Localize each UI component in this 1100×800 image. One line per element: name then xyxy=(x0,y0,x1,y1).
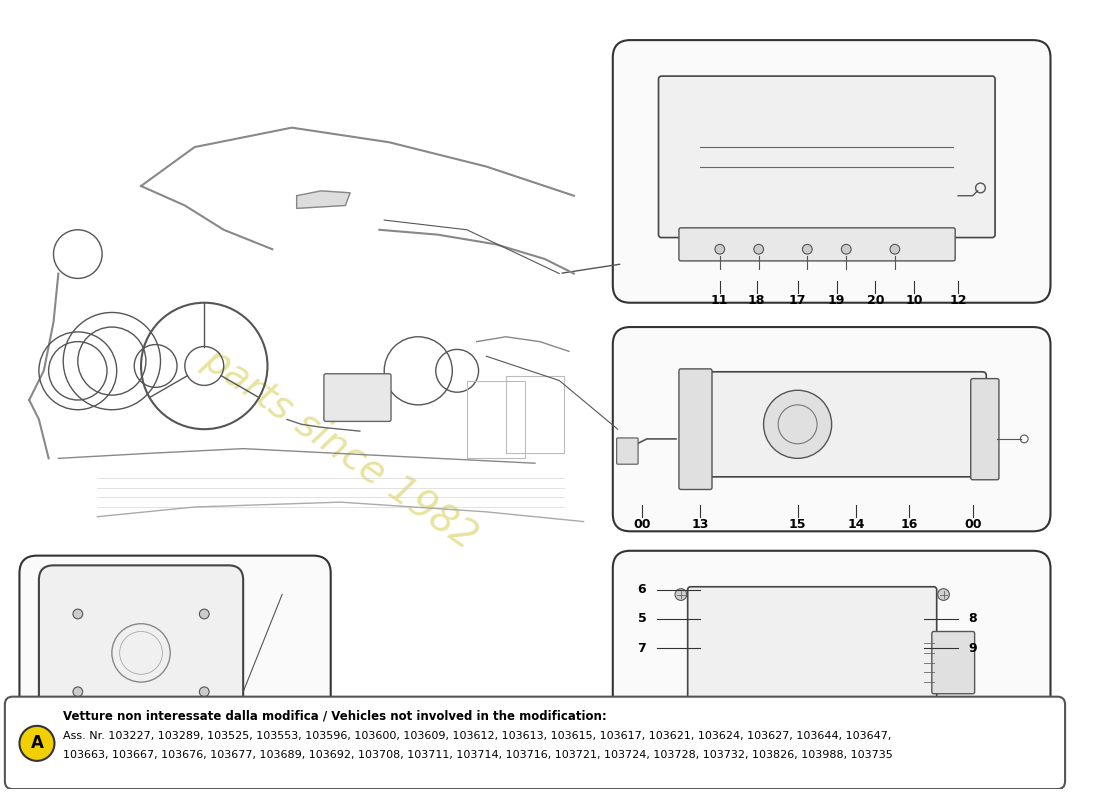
Text: 1: 1 xyxy=(44,746,53,758)
Polygon shape xyxy=(297,191,350,208)
Circle shape xyxy=(763,390,832,458)
FancyBboxPatch shape xyxy=(613,327,1050,531)
Text: 2: 2 xyxy=(180,746,189,758)
FancyBboxPatch shape xyxy=(20,556,331,760)
Circle shape xyxy=(890,244,900,254)
Text: 00: 00 xyxy=(634,518,651,531)
Text: 19: 19 xyxy=(828,294,845,307)
Circle shape xyxy=(842,244,851,254)
FancyBboxPatch shape xyxy=(39,566,243,746)
Text: 3: 3 xyxy=(136,746,145,758)
Text: A: A xyxy=(31,734,43,752)
FancyBboxPatch shape xyxy=(679,228,955,261)
Circle shape xyxy=(803,244,812,254)
FancyBboxPatch shape xyxy=(660,710,965,742)
FancyBboxPatch shape xyxy=(613,40,1050,302)
Text: 20: 20 xyxy=(867,294,884,307)
Circle shape xyxy=(937,725,949,737)
Circle shape xyxy=(199,687,209,697)
Text: 4: 4 xyxy=(98,746,107,758)
Circle shape xyxy=(754,244,763,254)
FancyBboxPatch shape xyxy=(4,697,1065,789)
FancyBboxPatch shape xyxy=(932,631,975,694)
Circle shape xyxy=(715,244,725,254)
Circle shape xyxy=(199,609,209,619)
Text: 12: 12 xyxy=(949,294,967,307)
Text: 9: 9 xyxy=(968,642,977,654)
Circle shape xyxy=(937,589,949,600)
Text: 10: 10 xyxy=(905,294,923,307)
Text: 5: 5 xyxy=(638,612,647,626)
Text: 16: 16 xyxy=(901,518,918,531)
Text: 13: 13 xyxy=(692,518,710,531)
FancyBboxPatch shape xyxy=(659,76,996,238)
Circle shape xyxy=(112,749,122,759)
FancyBboxPatch shape xyxy=(679,369,712,490)
Circle shape xyxy=(675,589,686,600)
Text: 8: 8 xyxy=(968,612,977,626)
Text: 6: 6 xyxy=(638,583,647,596)
Text: 11: 11 xyxy=(711,294,728,307)
Text: 00: 00 xyxy=(964,518,981,531)
Text: 18: 18 xyxy=(748,294,766,307)
Circle shape xyxy=(73,609,82,619)
FancyBboxPatch shape xyxy=(970,378,999,480)
Text: 7: 7 xyxy=(638,642,647,654)
Circle shape xyxy=(161,749,170,759)
Circle shape xyxy=(20,726,55,761)
Circle shape xyxy=(675,725,686,737)
Circle shape xyxy=(73,687,82,697)
Text: 15: 15 xyxy=(789,518,806,531)
FancyBboxPatch shape xyxy=(617,438,638,464)
Text: Vetture non interessate dalla modifica / Vehicles not involved in the modificati: Vetture non interessate dalla modifica /… xyxy=(63,710,607,722)
Text: 17: 17 xyxy=(789,294,806,307)
FancyBboxPatch shape xyxy=(696,372,987,477)
FancyBboxPatch shape xyxy=(688,586,937,719)
Text: 14: 14 xyxy=(847,518,865,531)
Text: 103663, 103667, 103676, 103677, 103689, 103692, 103708, 103711, 103714, 103716, : 103663, 103667, 103676, 103677, 103689, … xyxy=(63,750,893,760)
Text: Ass. Nr. 103227, 103289, 103525, 103553, 103596, 103600, 103609, 103612, 103613,: Ass. Nr. 103227, 103289, 103525, 103553,… xyxy=(63,730,892,741)
FancyBboxPatch shape xyxy=(613,550,1050,760)
Text: parts since 1982: parts since 1982 xyxy=(197,340,484,558)
FancyBboxPatch shape xyxy=(323,374,390,422)
